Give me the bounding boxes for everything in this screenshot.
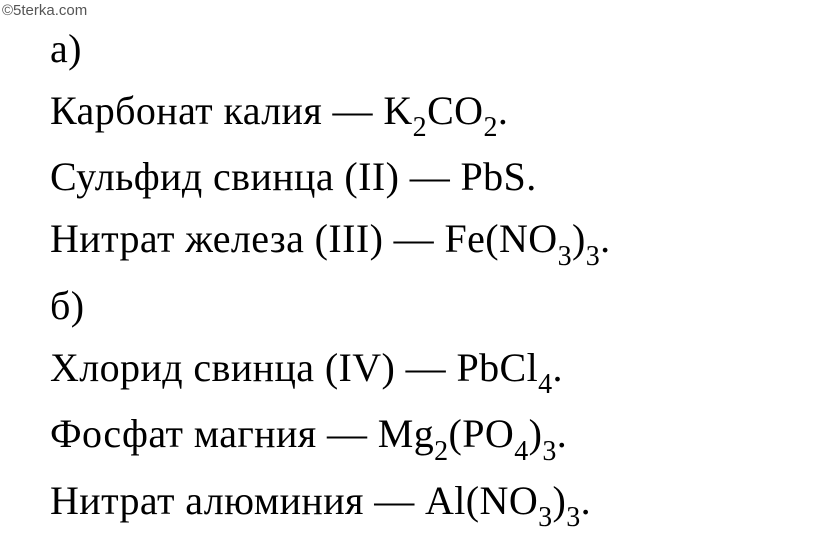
subscript: 4	[514, 436, 528, 467]
text-run: .	[581, 478, 591, 523]
text-run: .	[600, 216, 610, 261]
subscript: 4	[538, 369, 552, 400]
watermark-text: ©5terka.com	[2, 2, 87, 19]
text-run: Хлорид свинца (IV) — PbCl	[50, 345, 538, 390]
subscript: 2	[413, 112, 427, 143]
text-run: )	[572, 216, 586, 261]
text-run: Нитрат железа (III) — Fe(NO	[50, 216, 558, 261]
text-run: Сульфид свинца (II) — PbS.	[50, 154, 537, 199]
text-line: Фосфат магния — Mg2(PO4)3.	[50, 403, 825, 469]
text-line: а)	[50, 18, 825, 80]
text-run: а)	[50, 26, 82, 71]
subscript: 3	[566, 502, 580, 533]
text-run: .	[557, 411, 567, 456]
subscript: 3	[538, 502, 552, 533]
text-line: Хлорид свинца (IV) — PbCl4.	[50, 337, 825, 403]
subscript: 3	[586, 241, 600, 272]
text-run: Карбонат калия — K	[50, 88, 413, 133]
text-run: (PO	[449, 411, 515, 456]
text-run: Нитрат алюминия — Al(NO	[50, 478, 538, 523]
text-run: )	[553, 478, 567, 523]
text-run: б)	[50, 283, 84, 328]
text-run: Фосфат магния — Mg	[50, 411, 434, 456]
text-run: .	[553, 345, 563, 390]
text-line: Нитрат алюминия — Al(NO3)3.	[50, 470, 825, 536]
text-line: б)	[50, 275, 825, 337]
subscript: 3	[558, 241, 572, 272]
text-run: )	[529, 411, 543, 456]
text-line: Нитрат железа (III) — Fe(NO3)3.	[50, 208, 825, 274]
document-content: а)Карбонат калия — K2CO2.Сульфид свинца …	[0, 0, 825, 536]
text-run: .	[498, 88, 508, 133]
subscript: 2	[483, 112, 497, 143]
subscript: 2	[434, 436, 448, 467]
subscript: 3	[542, 436, 556, 467]
text-run: CO	[427, 88, 483, 133]
text-line: Сульфид свинца (II) — PbS.	[50, 146, 825, 208]
text-line: Карбонат калия — K2CO2.	[50, 80, 825, 146]
